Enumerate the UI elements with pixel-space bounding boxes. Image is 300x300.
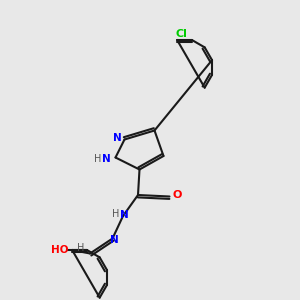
Text: N: N <box>112 133 122 143</box>
Text: N: N <box>110 235 118 245</box>
Text: O: O <box>172 190 182 200</box>
Text: N: N <box>120 209 129 220</box>
Text: HO: HO <box>51 245 69 255</box>
Text: H: H <box>77 243 85 253</box>
Text: Cl: Cl <box>176 29 188 39</box>
Text: H: H <box>94 154 101 164</box>
Text: N: N <box>102 154 111 164</box>
Text: H: H <box>112 208 119 219</box>
